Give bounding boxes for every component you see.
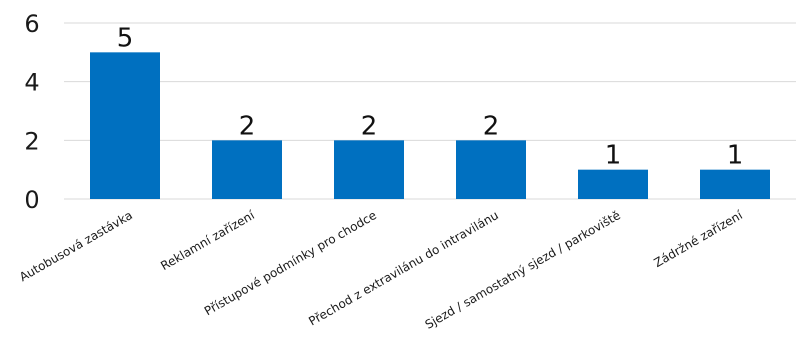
y-tick-label: 2 — [24, 127, 39, 155]
y-axis: 0 2 4 6 — [24, 10, 39, 214]
bar — [578, 169, 648, 199]
y-tick-label: 4 — [24, 69, 39, 97]
x-tick-label: Autobusová zastávka — [17, 208, 135, 284]
bar — [456, 140, 526, 199]
data-label: 1 — [605, 141, 622, 171]
x-tick-label: Reklamní zařízení — [158, 208, 257, 273]
x-tick-label: Sjezd / samostatný sjezd / parkoviště — [423, 208, 623, 332]
bar — [90, 52, 160, 200]
x-tick-label: Zádržné zařízení — [651, 208, 745, 270]
data-label: 1 — [727, 141, 744, 171]
grid-layer — [64, 22, 796, 200]
bar — [212, 140, 282, 199]
x-tick-label: Přechod z extravilánu do intravilánu — [306, 208, 501, 328]
data-label: 5 — [117, 23, 134, 53]
bar — [334, 140, 404, 199]
x-axis: Autobusová zastávka Reklamní zařízeníPřís… — [17, 208, 746, 332]
data-labels: 5 2 2 2 1 1 — [117, 23, 744, 170]
data-label: 2 — [239, 111, 256, 141]
y-tick-label: 6 — [24, 10, 39, 38]
bars — [90, 52, 770, 200]
data-label: 2 — [483, 111, 500, 141]
data-label: 2 — [361, 111, 378, 141]
y-tick-label: 0 — [24, 186, 39, 214]
bar — [700, 169, 770, 199]
